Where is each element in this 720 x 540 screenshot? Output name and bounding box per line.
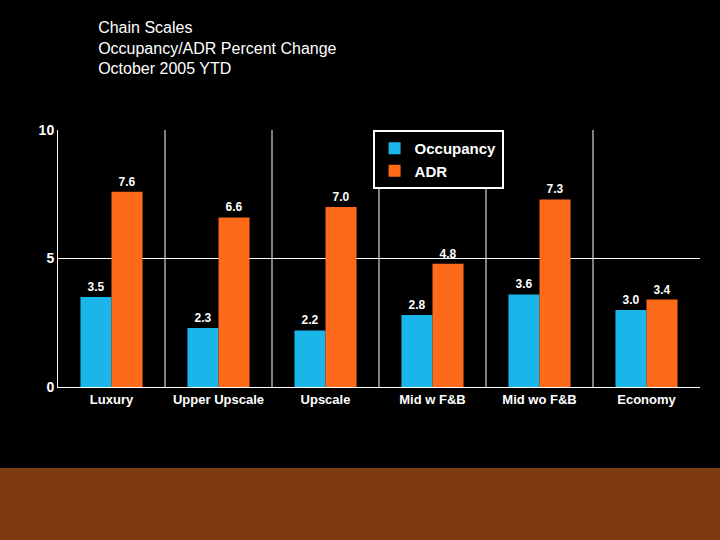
svg-text:10: 10 bbox=[39, 122, 55, 138]
svg-text:7.3: 7.3 bbox=[547, 182, 564, 196]
svg-text:6.6: 6.6 bbox=[226, 200, 243, 214]
svg-text:3.6: 3.6 bbox=[515, 277, 532, 291]
svg-text:Upper Upscale: Upper Upscale bbox=[173, 392, 264, 407]
svg-text:5: 5 bbox=[46, 250, 54, 266]
svg-text:0: 0 bbox=[46, 379, 54, 395]
svg-text:4.8: 4.8 bbox=[440, 247, 457, 261]
svg-text:3.4: 3.4 bbox=[654, 283, 671, 297]
svg-text:Chain ScalesOccupancy/ADR Perc: Chain ScalesOccupancy/ADR Percent Change… bbox=[98, 19, 336, 78]
svg-text:2.3: 2.3 bbox=[194, 311, 211, 325]
svg-text:Mid w F&B: Mid w F&B bbox=[399, 392, 465, 407]
svg-text:Upscale: Upscale bbox=[301, 392, 351, 407]
svg-text:Economy: Economy bbox=[617, 392, 676, 407]
svg-text:2.8: 2.8 bbox=[408, 298, 425, 312]
svg-text:3.0: 3.0 bbox=[622, 293, 639, 307]
svg-text:Occupancy: Occupancy bbox=[415, 140, 497, 157]
svg-text:ADR: ADR bbox=[415, 163, 448, 180]
svg-text:Luxury: Luxury bbox=[90, 392, 134, 407]
svg-text:2.2: 2.2 bbox=[301, 313, 318, 327]
svg-text:3.5: 3.5 bbox=[87, 280, 104, 294]
svg-text:7.0: 7.0 bbox=[333, 190, 350, 204]
svg-text:7.6: 7.6 bbox=[119, 175, 136, 189]
svg-text:Mid wo F&B: Mid wo F&B bbox=[502, 392, 576, 407]
